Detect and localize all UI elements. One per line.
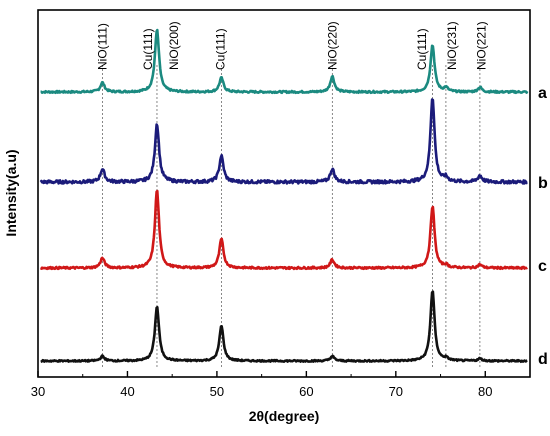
plot-frame [37, 9, 531, 378]
series-label-c: c [538, 258, 547, 275]
series-line-c [39, 189, 528, 271]
peak-labels: NiO(111) Cu(111) NiO(200) Cu(111) NiO(220) Cu… [95, 21, 488, 70]
series-line-a [40, 28, 529, 95]
series-layer [39, 28, 529, 364]
x-tick-label: 40 [120, 384, 134, 399]
series-labels: a b c d [538, 85, 548, 368]
x-tick-label: 30 [31, 384, 45, 399]
series-label-a: a [538, 85, 547, 102]
peak-label: NiO(221) [475, 21, 489, 70]
series-line-b [39, 98, 528, 185]
x-axis-ticks: 30 40 50 60 70 80 [31, 371, 493, 399]
x-tick-label: 80 [478, 384, 492, 399]
x-tick-label: 70 [389, 384, 403, 399]
series-label-b: b [538, 175, 548, 192]
peak-label: NiO(111) [95, 23, 109, 70]
y-axis-title: Intensity(a.u) [3, 149, 19, 236]
peak-label: NiO(200) [167, 21, 181, 70]
x-tick-label: 50 [210, 384, 224, 399]
peak-label: NiO(231) [445, 21, 459, 70]
x-tick-label: 60 [299, 384, 313, 399]
peak-label: Cu(111) [213, 28, 227, 70]
x-axis-title: 2θ(degree) [249, 408, 320, 424]
series-label-d: d [538, 351, 548, 368]
peak-label: Cu(111) [415, 28, 429, 70]
peak-label: NiO(220) [325, 21, 339, 70]
series-line-d [40, 290, 528, 364]
peak-label: Cu(111) [141, 28, 155, 70]
